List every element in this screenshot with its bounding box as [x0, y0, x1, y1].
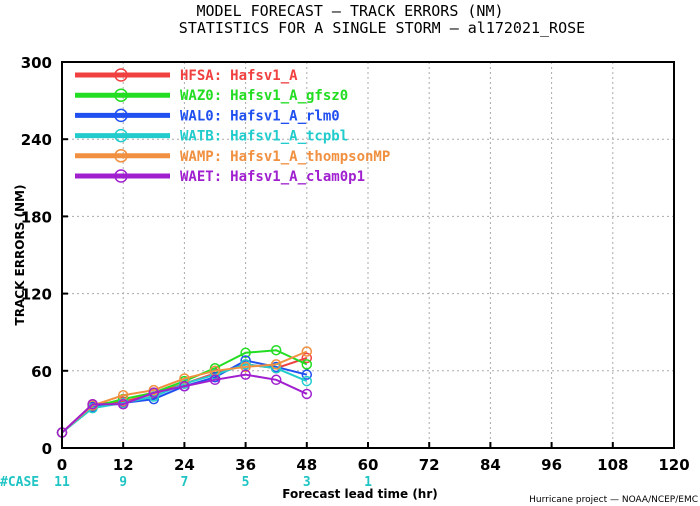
- legend-code: WAMP:: [180, 149, 222, 165]
- case-label: #CASE: [0, 475, 39, 490]
- y-axis-label: TRACK ERRORS (NM): [13, 185, 27, 326]
- plot-frame: [61, 61, 675, 449]
- legend-name: Hafsv1_A_clam0p1: [230, 169, 365, 185]
- case-count-row: #CASE 11 9 7 5 3 1: [0, 475, 372, 490]
- y-axis-ticks: 0 60 120 180 240 300: [21, 54, 68, 458]
- legend-name: Hafsv1_A_tcpbl: [230, 129, 348, 145]
- data-point: [87, 399, 98, 410]
- data-point: [301, 359, 313, 370]
- x-tick-label: 84: [480, 456, 501, 474]
- x-tick-label: 36: [235, 456, 256, 474]
- legend-swatch-marker: [114, 169, 128, 183]
- data-point: [301, 388, 313, 400]
- legend: HFSA: Hafsv1_A WAZ0: Hafsv1_A_gfsz0 WAL0: Haf…: [75, 68, 390, 185]
- x-tick-label: 72: [419, 456, 440, 474]
- legend-entry-6: WAET: Hafsv1_A_clam0p1: [75, 169, 365, 185]
- series-line: [61, 350, 308, 434]
- case-count: 5: [242, 475, 250, 490]
- series-lines: [56, 344, 313, 438]
- x-tick-label: 48: [296, 456, 317, 474]
- legend-entry-2: WAZ0: Hafsv1_A_gfsz0: [75, 88, 348, 104]
- data-point: [301, 375, 313, 387]
- y-tick-label: 180: [21, 208, 52, 226]
- legend-name: Hafsv1_A_rlm0: [230, 108, 340, 124]
- series-line: [61, 359, 308, 434]
- x-tick-label: 120: [658, 456, 689, 474]
- data-point: [270, 344, 282, 356]
- grid-lines: [62, 62, 674, 448]
- legend-entry-5: WAMP: Hafsv1_A_thompsonMP: [75, 149, 390, 165]
- data-point: [240, 347, 251, 359]
- legend-code: WATB:: [180, 129, 222, 145]
- legend-swatch-marker: [114, 149, 128, 163]
- y-tick-label: 0: [42, 440, 52, 458]
- legend-name: Hafsv1_A_gfsz0: [230, 88, 348, 104]
- data-point: [209, 374, 221, 386]
- legend-code: HFSA:: [180, 68, 222, 84]
- chart-title: MODEL FORECAST — TRACK ERRORS (NM): [196, 2, 503, 20]
- case-count: 9: [119, 475, 127, 490]
- data-point: [270, 374, 282, 386]
- data-point: [179, 373, 190, 384]
- y-tick-label: 240: [21, 131, 52, 149]
- y-tick-label: 60: [31, 363, 52, 381]
- legend-name: Hafsv1_A_thompsonMP: [230, 149, 390, 165]
- legend-code: WAET:: [180, 169, 222, 185]
- legend-name: Hafsv1_A: [230, 68, 298, 84]
- case-count: 11: [54, 475, 70, 490]
- x-axis-ticks: 0 12 24 36 48 60 72 84 96 108 120: [57, 442, 690, 474]
- chart-subtitle: STATISTICS FOR A SINGLE STORM — al172021…: [179, 19, 585, 37]
- case-count: 7: [180, 475, 188, 490]
- legend-swatch-marker: [114, 68, 128, 82]
- y-tick-label: 120: [21, 286, 52, 304]
- data-point: [301, 369, 313, 380]
- series-line: [61, 356, 308, 434]
- data-point: [301, 352, 313, 364]
- case-count: 3: [303, 475, 311, 490]
- series-line: [61, 373, 308, 434]
- x-axis-label: Forecast lead time (hr): [282, 487, 438, 501]
- case-count: 1: [364, 475, 372, 490]
- x-tick-label: 24: [174, 456, 195, 474]
- series-6: [56, 369, 313, 438]
- legend-entry-3: WAL0: Hafsv1_A_rlm0: [75, 108, 340, 124]
- legend-swatch-marker: [114, 108, 128, 123]
- x-tick-label: 60: [358, 456, 379, 474]
- legend-entry-4: WATB: Hafsv1_A_tcpbl: [75, 129, 348, 145]
- legend-swatch-marker: [114, 88, 128, 102]
- data-point: [240, 361, 251, 373]
- x-tick-label: 12: [113, 456, 134, 474]
- y-tick-label: 300: [21, 54, 52, 72]
- x-tick-label: 96: [541, 456, 562, 474]
- legend-code: WAL0:: [180, 108, 222, 124]
- credit-text: Hurricane project — NOAA/NCEP/EMC: [529, 495, 698, 505]
- data-point: [179, 380, 190, 392]
- data-point: [301, 346, 313, 357]
- legend-code: WAZ0:: [180, 88, 222, 104]
- data-point: [240, 369, 251, 380]
- x-tick-label: 108: [597, 456, 628, 474]
- legend-swatch-marker: [114, 128, 128, 143]
- data-point: [117, 399, 129, 410]
- x-tick-label: 0: [57, 456, 67, 474]
- data-point: [148, 387, 160, 398]
- data-point: [270, 359, 282, 370]
- legend-entry-1: HFSA: Hafsv1_A: [75, 68, 298, 84]
